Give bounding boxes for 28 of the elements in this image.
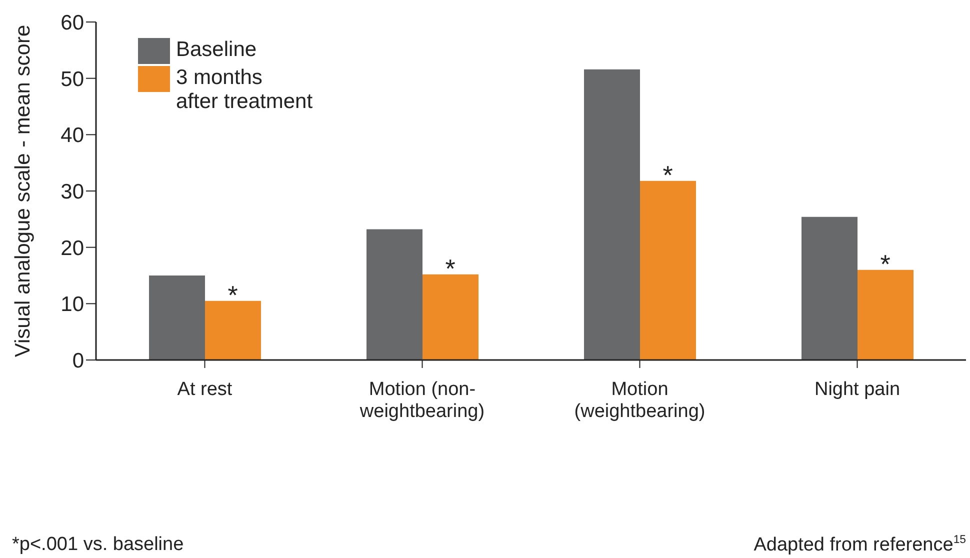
legend-label: Baseline xyxy=(176,38,257,62)
y-tick-label: 60 xyxy=(60,11,84,34)
x-tick-label: Motion (weightbearing) xyxy=(574,379,706,422)
y-tick-label: 40 xyxy=(60,124,84,148)
bar xyxy=(802,216,858,360)
bar xyxy=(149,276,205,360)
bar xyxy=(422,274,478,360)
x-tick-label: At rest xyxy=(177,379,233,400)
annotation: * xyxy=(662,160,673,190)
y-tick-label: 0 xyxy=(72,349,84,372)
annotation: * xyxy=(880,248,890,279)
bar xyxy=(205,300,261,360)
y-tick-label: 10 xyxy=(60,293,84,316)
x-tick-label: Motion (non- weightbearing) xyxy=(358,379,485,422)
text: *p<.001 vs. baseline xyxy=(12,534,184,556)
annotation: * xyxy=(228,280,238,310)
y-tick-label: 50 xyxy=(60,68,84,91)
bar xyxy=(366,229,422,360)
bar xyxy=(640,180,696,360)
annotation: * xyxy=(445,253,456,284)
y-tick-label: 30 xyxy=(60,180,84,204)
bar xyxy=(584,69,640,360)
legend-label: 3 months after treatment xyxy=(176,66,313,114)
bar xyxy=(858,270,914,360)
text: Adapted from reference$^{15}$ xyxy=(754,534,966,556)
y-axis-title: Visual analogue scale - mean score xyxy=(11,24,34,358)
y-tick-label: 20 xyxy=(60,236,84,260)
x-tick-label: Night pain xyxy=(814,379,900,400)
